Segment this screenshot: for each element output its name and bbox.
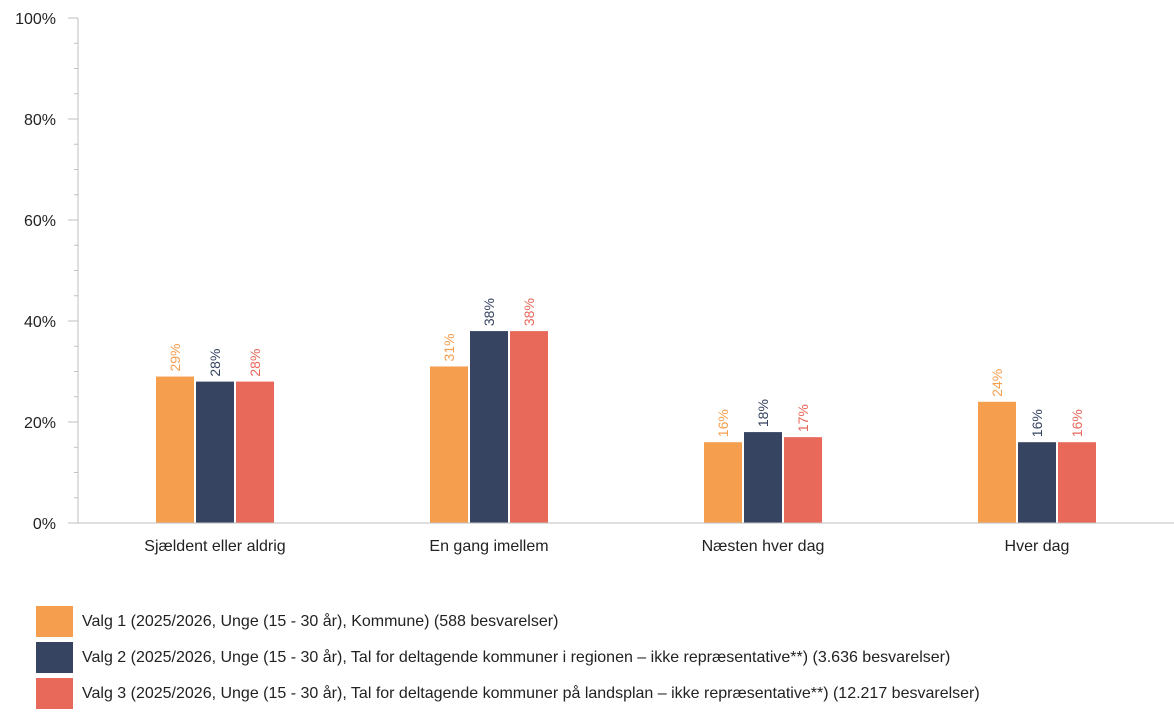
bar-value-label: 16% (1029, 409, 1045, 437)
bar (470, 331, 508, 523)
y-axis: 0% 20% 40% 60% 80% 100% (15, 11, 79, 533)
bar (196, 381, 234, 523)
x-category-label: En gang imellem (429, 538, 548, 555)
bar-value-label: 29% (167, 344, 183, 372)
bar (236, 381, 274, 523)
bar (784, 437, 822, 523)
legend-swatch (36, 642, 73, 673)
legend-label: Valg 2 (2025/2026, Unge (15 - 30 år), Ta… (82, 648, 951, 666)
x-category-label: Hver dag (1005, 538, 1070, 555)
y-tick-label: 100% (15, 11, 56, 28)
bar (704, 442, 742, 523)
legend-item: Valg 3 (2025/2026, Unge (15 - 30 år), Ta… (36, 678, 980, 709)
legend-swatch (36, 606, 73, 637)
bar-value-label: 16% (1069, 409, 1085, 437)
bar-value-label: 28% (207, 349, 223, 377)
y-tick-label: 60% (24, 213, 56, 230)
bar (156, 376, 194, 523)
bar (1018, 442, 1056, 523)
bar-chart: 0% 20% 40% 60% 80% 100% 29% 28% 28% 31% 38% 38% 16%… (15, 11, 1174, 555)
bar-value-label: 38% (481, 298, 497, 326)
legend: Valg 1 (2025/2026, Unge (15 - 30 år), Ko… (36, 606, 980, 714)
bar-value-label: 16% (715, 409, 731, 437)
bar-value-label: 17% (795, 404, 811, 432)
bar (430, 366, 468, 523)
y-tick-label: 80% (24, 112, 56, 129)
x-category-label: Sjældent eller aldrig (144, 538, 285, 555)
bar-value-label: 38% (521, 298, 537, 326)
bar (744, 432, 782, 523)
bar-value-label: 24% (989, 369, 1005, 397)
legend-item: Valg 1 (2025/2026, Unge (15 - 30 år), Ko… (36, 606, 980, 637)
x-axis: Sjældent eller aldrig En gang imellem Næst… (78, 522, 1174, 555)
bars (156, 331, 1096, 523)
legend-swatch (36, 678, 73, 709)
bar-value-label: 31% (441, 333, 457, 361)
bar-value-label: 18% (755, 399, 771, 427)
bar-value-label: 28% (247, 349, 263, 377)
legend-label: Valg 1 (2025/2026, Unge (15 - 30 år), Ko… (82, 612, 559, 630)
bar (978, 401, 1016, 523)
y-tick-label: 40% (24, 314, 56, 331)
bar (1058, 442, 1096, 523)
legend-label: Valg 3 (2025/2026, Unge (15 - 30 år), Ta… (82, 684, 980, 702)
y-tick-label: 0% (33, 516, 56, 533)
data-labels: 29% 28% 28% 31% 38% 38% 16% 18% 17% 24% 16% 16% (167, 298, 1085, 437)
y-tick-label: 20% (24, 415, 56, 432)
bar (510, 331, 548, 523)
x-category-label: Næsten hver dag (702, 538, 825, 555)
legend-item: Valg 2 (2025/2026, Unge (15 - 30 år), Ta… (36, 642, 980, 673)
